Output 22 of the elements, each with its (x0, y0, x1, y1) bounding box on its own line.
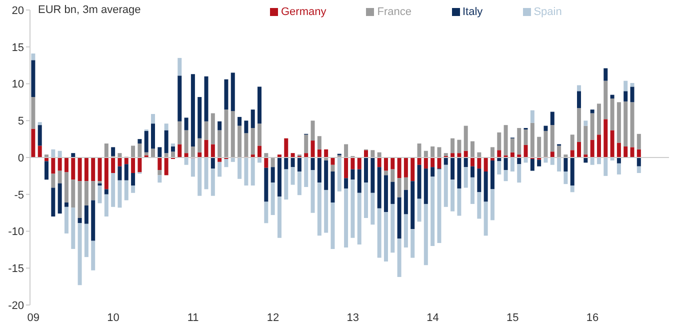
x-tick-label: 09 (27, 312, 40, 324)
chart-title: EUR bn, 3m average (38, 4, 141, 16)
y-tick-label: -5 (14, 189, 24, 202)
legend-label: Spain (534, 6, 562, 18)
x-tick-label: 12 (266, 312, 280, 324)
x-tick-label: 16 (586, 312, 599, 324)
y-tick-label: -15 (8, 263, 24, 276)
legend-label: Italy (462, 6, 483, 18)
y-tick-label: 10 (12, 78, 24, 91)
legend-label: Germany (281, 6, 326, 18)
legend-label: France (377, 6, 412, 18)
y-tick-label: 15 (12, 42, 24, 54)
y-tick-label: -10 (8, 226, 24, 238)
x-tick-label: 10 (107, 312, 120, 324)
x-tick-label: 15 (506, 312, 519, 324)
x-tick-label: 14 (426, 312, 439, 324)
y-tick-label: 5 (18, 116, 24, 128)
y-tick-label: 20 (12, 4, 24, 17)
y-tick-label: 0 (18, 152, 24, 164)
x-tick-label: 13 (346, 312, 359, 324)
y-tick-label: -20 (8, 300, 24, 312)
x-tick-label: 11 (187, 312, 199, 324)
